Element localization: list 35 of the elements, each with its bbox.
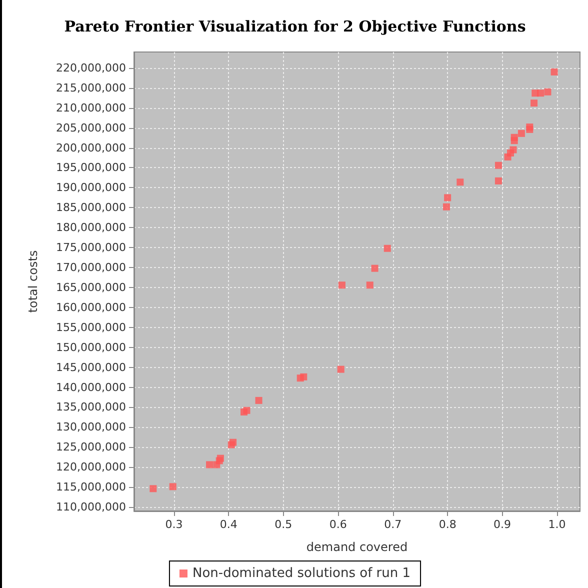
y-tick-label: 190,000,000 — [56, 181, 126, 194]
y-tick-label: 130,000,000 — [56, 420, 126, 434]
x-tick-label: 0.3 — [165, 518, 183, 531]
y-tick-label: 155,000,000 — [56, 320, 126, 334]
x-axis-title: demand covered — [306, 540, 408, 554]
x-tick-label: 0.4 — [220, 518, 238, 531]
y-tick-label: 160,000,000 — [56, 300, 126, 314]
y-tick-label: 215,000,000 — [56, 81, 126, 94]
y-tick-label: 135,000,000 — [56, 400, 126, 414]
y-tick-label: 150,000,000 — [56, 340, 126, 354]
x-tick-label: 0.6 — [329, 518, 347, 531]
chart-title: Pareto Frontier Visualization for 2 Objective Functions — [64, 18, 526, 36]
y-tick-label: 165,000,000 — [56, 280, 126, 294]
y-tick-label: 120,000,000 — [56, 460, 126, 474]
y-tick-label: 170,000,000 — [56, 261, 126, 274]
y-tick-label: 110,000,000 — [56, 500, 126, 514]
x-tick-label: 0.8 — [438, 518, 456, 531]
y-axis-title: total costs — [26, 250, 40, 313]
x-tick-label: 0.9 — [494, 518, 512, 531]
y-tick-label: 195,000,000 — [56, 161, 126, 174]
x-tick-label: 1.0 — [548, 518, 566, 531]
y-tick-label: 125,000,000 — [56, 440, 126, 454]
y-tick-label: 140,000,000 — [56, 380, 126, 394]
y-tick-label: 175,000,000 — [56, 241, 126, 254]
x-tick-label: 0.7 — [384, 518, 402, 531]
y-tick-label: 185,000,000 — [56, 201, 126, 214]
y-tick-label: 180,000,000 — [56, 221, 126, 234]
y-tick-label: 115,000,000 — [56, 480, 126, 494]
legend-label: Non-dominated solutions of run 1 — [192, 566, 411, 581]
x-tick-label: 0.5 — [274, 518, 292, 531]
y-tick-label: 210,000,000 — [56, 101, 126, 114]
y-tick-label: 220,000,000 — [56, 61, 126, 74]
y-tick-label: 205,000,000 — [56, 121, 126, 134]
y-tick-label: 145,000,000 — [56, 360, 126, 374]
y-tick-label: 200,000,000 — [56, 141, 126, 154]
